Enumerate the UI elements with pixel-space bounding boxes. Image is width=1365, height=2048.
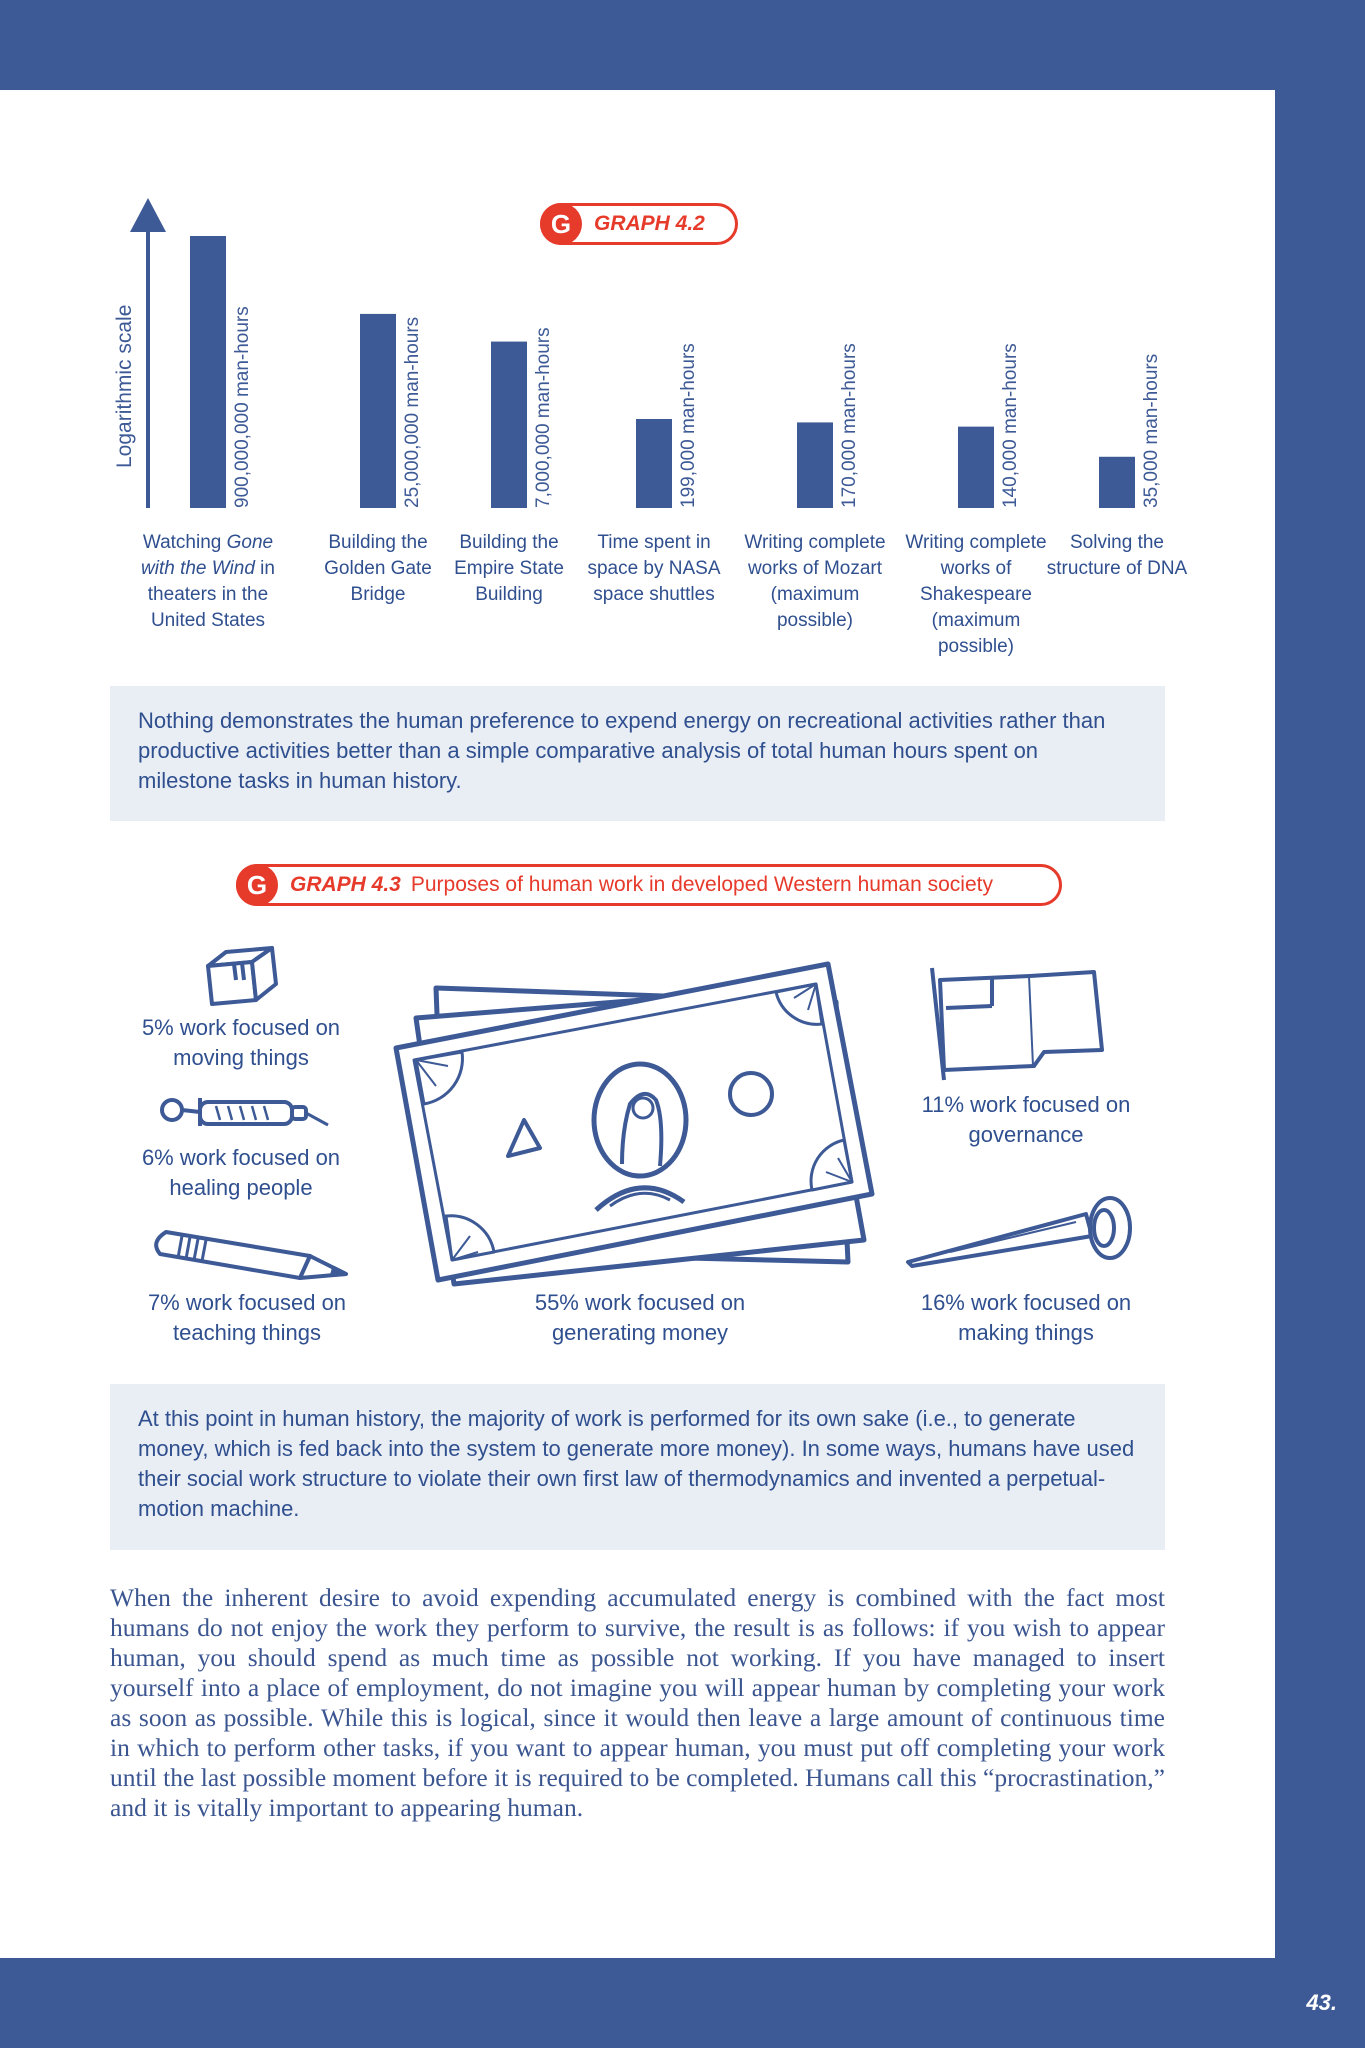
body-paragraph: When the inherent desire to avoid expend… — [110, 1583, 1165, 1822]
bar-value-label: 199,000 man-hours — [678, 343, 699, 508]
axis-label: Logarithmic scale — [113, 305, 136, 468]
graph-4-2-label: GRAPH 4.2 — [594, 212, 705, 235]
graph-4-2-badge: G GRAPH 4.2 — [540, 203, 738, 245]
graph-g-icon: G — [540, 203, 582, 245]
flag-icon — [930, 967, 1104, 1081]
category-label: Building the Empire State Building — [454, 532, 564, 605]
bars: 900,000,000 man-hours 25,000,000 man-hour… — [190, 236, 1162, 508]
graph-4-3-title: Purposes of human work in developed West… — [410, 873, 993, 896]
bar — [1099, 456, 1135, 508]
caption-money: 55% work focused on generating money — [534, 1290, 746, 1345]
category-label: Watching Gone with the Wind in theaters … — [141, 532, 275, 631]
caption-healing: 6% work focused on healing people — [141, 1145, 341, 1200]
bar-value-label: 140,000 man-hours — [1000, 343, 1021, 508]
syringe-icon — [160, 1098, 329, 1127]
graph-4-3-illustrations — [154, 946, 1132, 1287]
category-label: Building the Golden Gate Bridge — [324, 532, 432, 605]
note-text: At this point in human history, the majo… — [138, 1406, 1135, 1521]
money-stack-icon — [393, 961, 875, 1287]
category-label: Solving the structure of DNA — [1046, 532, 1188, 579]
note-box-graph-4-3: At this point in human history, the majo… — [110, 1384, 1165, 1550]
y-axis — [130, 198, 166, 508]
bar-value-label: 35,000 man-hours — [1141, 354, 1162, 508]
bottom-band — [0, 1958, 1365, 2048]
bar — [797, 422, 833, 508]
bar-value-label: 900,000,000 man-hours — [232, 306, 253, 508]
bar — [491, 341, 527, 508]
bar — [360, 313, 396, 508]
bar — [958, 426, 994, 508]
category-label: Writing complete works of Mozart (maximu… — [744, 532, 886, 631]
axis-arrow-icon — [130, 198, 166, 232]
category-label: Writing complete works of Shakespeare (m… — [905, 532, 1047, 657]
nail-icon — [906, 1196, 1132, 1268]
caption-governance: 11% work focused on governance — [921, 1092, 1131, 1147]
caption-making: 16% work focused on making things — [920, 1290, 1132, 1345]
bar — [636, 418, 672, 508]
graph-4-3-label: GRAPH 4.3 — [290, 873, 401, 896]
caption-moving: 5% work focused on moving things — [141, 1015, 341, 1070]
caption-teaching: 7% work focused on teaching things — [147, 1290, 347, 1345]
note-box-graph-4-2: Nothing demonstrates the human preferenc… — [110, 686, 1165, 821]
graph-4-3-badge: G GRAPH 4.3 Purposes of human work in de… — [236, 864, 1062, 906]
bar-chart: Logarithmic scale 900,000,000 man-hours 2… — [113, 198, 1162, 508]
category-label: Time spent in space by NASA space shuttl… — [587, 532, 721, 605]
bar-value-label: 170,000 man-hours — [839, 343, 860, 508]
page-number: 43. — [1306, 1990, 1337, 2015]
box-icon — [206, 946, 278, 1006]
bar-value-label: 7,000,000 man-hours — [533, 327, 554, 508]
graph-g-icon: G — [236, 864, 278, 906]
note-text: Nothing demonstrates the human preferenc… — [138, 708, 1106, 793]
bar-value-label: 25,000,000 man-hours — [402, 317, 423, 508]
bar — [190, 236, 226, 508]
pencil-icon — [154, 1230, 348, 1280]
